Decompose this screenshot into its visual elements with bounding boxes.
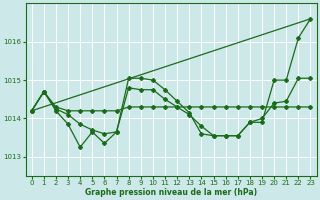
X-axis label: Graphe pression niveau de la mer (hPa): Graphe pression niveau de la mer (hPa) <box>85 188 257 197</box>
